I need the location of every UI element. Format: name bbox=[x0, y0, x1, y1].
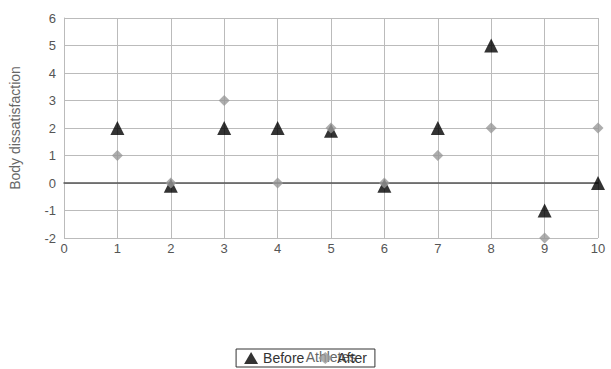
svg-text:-2: -2 bbox=[44, 231, 56, 246]
svg-text:2: 2 bbox=[49, 121, 56, 136]
svg-text:3: 3 bbox=[221, 241, 228, 256]
svg-text:3: 3 bbox=[49, 93, 56, 108]
svg-text:After: After bbox=[337, 350, 367, 366]
svg-text:1: 1 bbox=[114, 241, 121, 256]
svg-text:0: 0 bbox=[49, 176, 56, 191]
svg-text:5: 5 bbox=[327, 241, 334, 256]
svg-text:8: 8 bbox=[488, 241, 495, 256]
svg-text:4: 4 bbox=[49, 66, 56, 81]
svg-text:1: 1 bbox=[49, 148, 56, 163]
svg-text:9: 9 bbox=[541, 241, 549, 256]
svg-text:7: 7 bbox=[434, 241, 441, 256]
svg-text:2: 2 bbox=[167, 241, 174, 256]
svg-text:Before: Before bbox=[263, 350, 304, 366]
svg-text:0: 0 bbox=[60, 241, 67, 256]
svg-text:4: 4 bbox=[274, 241, 281, 256]
svg-text:Body dissatisfaction: Body dissatisfaction bbox=[7, 66, 23, 190]
svg-text:6: 6 bbox=[49, 11, 56, 26]
svg-text:6: 6 bbox=[381, 241, 388, 256]
svg-text:10: 10 bbox=[591, 241, 605, 256]
svg-text:5: 5 bbox=[49, 38, 56, 53]
svg-text:-1: -1 bbox=[44, 203, 56, 218]
